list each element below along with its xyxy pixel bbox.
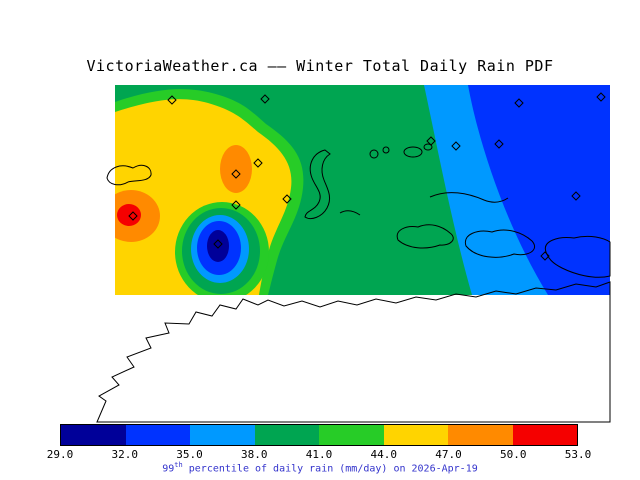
colorbar-tick-label: 32.0 — [111, 448, 139, 461]
station-marker — [231, 169, 241, 179]
colorbar-segment — [383, 425, 448, 445]
small-island-1 — [369, 149, 379, 159]
station-marker — [167, 95, 177, 105]
colorbar-segment — [190, 425, 255, 445]
station-marker — [231, 200, 241, 210]
colorbar-tick-label: 38.0 — [241, 448, 268, 461]
station-marker — [128, 211, 138, 221]
colorbar-tick-label: 41.0 — [305, 448, 333, 461]
station-markers — [128, 92, 606, 261]
station-marker — [253, 158, 263, 168]
small-island-4 — [423, 143, 433, 151]
colorbar-segment — [125, 425, 190, 445]
colorbar-tick-label: 50.0 — [500, 448, 527, 461]
station-marker — [571, 191, 581, 201]
station-marker — [494, 139, 504, 149]
colorbar-segment — [512, 425, 577, 445]
station-marker — [426, 136, 436, 146]
station-marker — [596, 92, 606, 102]
station-marker — [213, 239, 223, 249]
colorbar — [60, 424, 578, 446]
station-marker — [514, 98, 524, 108]
coast-detail-line — [339, 210, 361, 216]
colorbar-segment — [319, 425, 384, 445]
island-chain-east — [544, 235, 611, 278]
pocket-core-navy — [207, 230, 229, 262]
caption: 99th percentile of daily rain (mm/day) o… — [0, 461, 640, 474]
caption-superscript: th — [174, 461, 183, 469]
colorbar-tick-label: 29.0 — [46, 448, 74, 461]
small-island-2 — [382, 146, 390, 154]
mainland-olympic-peninsula — [96, 281, 611, 423]
colorbar-tick-label: 44.0 — [370, 448, 398, 461]
caption-prefix: 99 — [162, 463, 175, 475]
colorbar-segment — [61, 425, 126, 445]
inlet-hook — [304, 149, 331, 220]
station-marker — [260, 94, 270, 104]
rain-contour-field — [115, 85, 610, 295]
station-marker — [540, 251, 550, 261]
station-marker — [451, 141, 461, 151]
orange-maximum-upper — [220, 145, 252, 193]
colorbar-tick-label: 35.0 — [176, 448, 203, 461]
colorbar-tick-label: 47.0 — [435, 448, 462, 461]
island-chain-middle — [464, 229, 536, 258]
colorbar-ticks: 29.0 32.0 35.0 38.0 41.0 44.0 47.0 50.0 53.0 — [47, 448, 592, 461]
plot-title: VictoriaWeather.ca —— Winter Total Daily… — [86, 57, 554, 75]
small-island-3 — [403, 146, 423, 158]
colorbar-tick-label: 53.0 — [564, 448, 592, 461]
island-chain-west — [396, 224, 454, 249]
red-maximum-core — [117, 204, 141, 226]
lake-outline-west — [106, 164, 152, 186]
caption-text: percentile of daily rain (mm/day) on 202… — [182, 463, 478, 475]
station-marker — [282, 194, 292, 204]
colorbar-segment — [448, 425, 513, 445]
coast-spit-line — [429, 192, 509, 203]
colorbar-segment — [254, 425, 319, 445]
